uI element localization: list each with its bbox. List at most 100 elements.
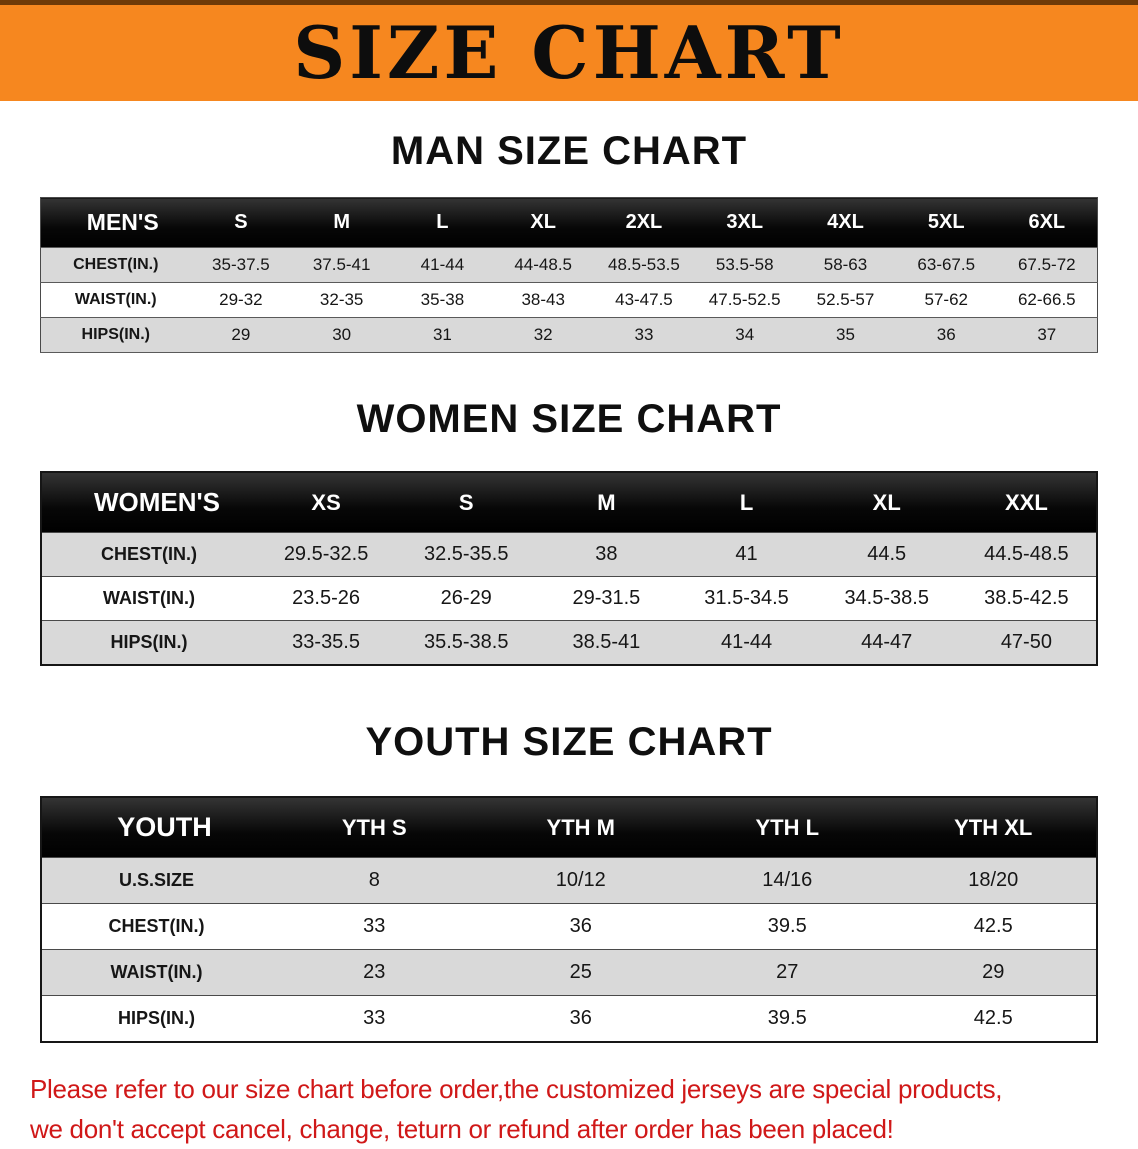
size-column-header: M bbox=[291, 197, 393, 248]
table-cell: 41 bbox=[735, 543, 758, 565]
size-column-header: XS bbox=[256, 472, 397, 533]
table-row: HIPS(IN.) 29 30 31 32 33 34 35 36 37 bbox=[40, 317, 1098, 353]
table-row: CHEST(IN.) 29.5-32.5 32.5-35.5 38 41 44.5 44.5… bbox=[41, 532, 1097, 577]
size-column-header: 4XL bbox=[795, 197, 896, 248]
notice-line-2: we don't accept cancel, change, teturn o… bbox=[30, 1114, 894, 1144]
table-cell: 67.5-72 bbox=[1017, 255, 1076, 274]
table-cell: 27 bbox=[776, 961, 799, 983]
table-row: HIPS(IN.) 33-35.5 35.5-38.5 38.5-41 41-44 44-… bbox=[41, 620, 1097, 665]
table-header-row: YOUTH YTH S YTH M YTH L YTH XL bbox=[41, 797, 1097, 858]
size-column-header: S bbox=[190, 197, 292, 248]
table-title: MEN'S bbox=[40, 197, 191, 248]
table-cell: 36 bbox=[936, 325, 956, 344]
table-cell: 18/20 bbox=[968, 869, 1019, 891]
table-cell: 38-43 bbox=[521, 290, 565, 309]
table-cell: 39.5 bbox=[767, 915, 807, 937]
size-column-header: XXL bbox=[956, 472, 1097, 533]
table-row: CHEST(IN.) 33 36 39.5 42.5 bbox=[41, 903, 1097, 950]
table-cell: 44-48.5 bbox=[514, 255, 573, 274]
table-cell: 43-47.5 bbox=[615, 290, 673, 309]
table-cell: 8 bbox=[368, 869, 380, 891]
size-column-header: L bbox=[676, 472, 817, 533]
banner: SIZE CHART bbox=[0, 0, 1138, 101]
table-row: WAIST(IN.) 29-32 32-35 35-38 38-43 43-47.5 47.… bbox=[40, 282, 1098, 318]
row-label: WAIST(IN.) bbox=[74, 291, 157, 308]
size-table: YOUTH YTH S YTH M YTH L YTH XL U.S.SIZE 8 10/12… bbox=[40, 796, 1098, 1043]
table-title: WOMEN'S bbox=[41, 472, 256, 533]
size-column-header: 6XL bbox=[996, 197, 1098, 248]
table-cell: 34.5-38.5 bbox=[844, 587, 929, 609]
table-cell: 23.5-26 bbox=[292, 587, 360, 609]
table-cell: 32 bbox=[533, 325, 553, 344]
table-cell: 57-62 bbox=[924, 290, 968, 309]
table-cell: 23 bbox=[363, 961, 386, 983]
table-cell: 58-63 bbox=[823, 255, 868, 274]
table-cell: 44.5-48.5 bbox=[984, 543, 1069, 565]
table-cell: 35-37.5 bbox=[212, 255, 270, 274]
row-label: WAIST(IN.) bbox=[103, 588, 195, 608]
table-cell: 33 bbox=[634, 325, 654, 344]
table-row: HIPS(IN.) 33 36 39.5 42.5 bbox=[41, 995, 1097, 1042]
women-size-section: WOMEN SIZE CHART WOMEN'S XS S M L XL XXL CHEST(… bbox=[0, 395, 1138, 666]
men-size-table: MEN'S S M L XL 2XL 3XL 4XL 5XL 6XL CHEST(IN.) 35-37… bbox=[40, 197, 1098, 353]
table-cell: 35-38 bbox=[420, 290, 465, 309]
size-column-header: 3XL bbox=[694, 197, 796, 248]
table-cell: 29-32 bbox=[219, 290, 263, 309]
row-label: HIPS(IN.) bbox=[110, 632, 188, 652]
table-cell: 41-44 bbox=[420, 255, 465, 274]
row-label: CHEST(IN.) bbox=[101, 544, 197, 564]
size-column-header: XL bbox=[492, 197, 594, 248]
size-column-header: 2XL bbox=[593, 197, 695, 248]
table-cell: 36 bbox=[569, 1007, 592, 1029]
table-cell: 36 bbox=[569, 915, 592, 937]
table-cell: 52.5-57 bbox=[816, 290, 875, 309]
row-label: CHEST(IN.) bbox=[108, 916, 205, 936]
women-size-table: WOMEN'S XS S M L XL XXL CHEST(IN.) 29.5-32.5 32.5… bbox=[40, 471, 1098, 666]
table-cell: 29 bbox=[231, 325, 251, 344]
men-section-heading: MAN SIZE CHART bbox=[390, 129, 748, 173]
table-cell: 38.5-42.5 bbox=[984, 587, 1069, 609]
youth-section-heading: YOUTH SIZE CHART bbox=[365, 720, 773, 764]
content: MAN SIZE CHART MEN'S S M L XL 2XL 3XL 4XL 5XL 6XL… bbox=[0, 127, 1138, 1043]
men-size-section: MAN SIZE CHART MEN'S S M L XL 2XL 3XL 4XL 5XL 6XL… bbox=[0, 127, 1138, 353]
size-column-header: S bbox=[396, 472, 537, 533]
table-cell: 44-47 bbox=[861, 631, 913, 653]
women-section-heading: WOMEN SIZE CHART bbox=[356, 397, 782, 441]
table-row: CHEST(IN.) 35-37.5 37.5-41 41-44 44-48.5 48.5… bbox=[40, 247, 1098, 283]
table-cell: 41-44 bbox=[720, 631, 773, 653]
row-label: HIPS(IN.) bbox=[81, 326, 150, 343]
table-cell: 26-29 bbox=[440, 587, 492, 609]
table-cell: 48.5-53.5 bbox=[608, 255, 680, 274]
size-column-header: YTH XL bbox=[890, 797, 1097, 858]
table-header-row: MEN'S S M L XL 2XL 3XL 4XL 5XL 6XL bbox=[40, 197, 1098, 248]
table-cell: 33 bbox=[363, 915, 386, 937]
page-title: SIZE CHART bbox=[293, 10, 845, 95]
size-column-header: YTH S bbox=[271, 797, 478, 858]
table-cell: 29-31.5 bbox=[572, 587, 641, 609]
table-cell: 32.5-35.5 bbox=[423, 543, 509, 565]
size-column-header: YTH L bbox=[684, 797, 891, 858]
size-table: MEN'S S M L XL 2XL 3XL 4XL 5XL 6XL CHEST(IN.) 35-37… bbox=[40, 197, 1098, 353]
table-cell: 62-66.5 bbox=[1017, 290, 1076, 309]
table-cell: 25 bbox=[569, 961, 592, 983]
table-cell: 10/12 bbox=[555, 869, 606, 891]
table-row: WAIST(IN.) 23.5-26 26-29 29-31.5 31.5-34.5 34… bbox=[41, 576, 1097, 621]
table-cell: 42.5 bbox=[973, 1007, 1013, 1029]
row-label: U.S.SIZE bbox=[118, 870, 194, 890]
table-cell: 47-50 bbox=[1000, 631, 1052, 653]
table-cell: 33 bbox=[363, 1007, 386, 1029]
row-label: HIPS(IN.) bbox=[117, 1008, 195, 1028]
table-title: YOUTH bbox=[41, 797, 271, 858]
size-table: WOMEN'S XS S M L XL XXL CHEST(IN.) 29.5-32.5 32.5… bbox=[40, 471, 1098, 666]
table-cell: 32-35 bbox=[319, 290, 364, 309]
table-cell: 34 bbox=[735, 325, 755, 344]
table-cell: 37 bbox=[1037, 325, 1057, 344]
table-cell: 29.5-32.5 bbox=[283, 543, 369, 565]
table-cell: 42.5 bbox=[973, 915, 1013, 937]
table-cell: 29 bbox=[982, 961, 1005, 983]
table-cell: 63-67.5 bbox=[917, 255, 976, 274]
table-cell: 39.5 bbox=[767, 1007, 807, 1029]
table-cell: 35.5-38.5 bbox=[423, 631, 509, 653]
table-cell: 31 bbox=[432, 325, 452, 344]
